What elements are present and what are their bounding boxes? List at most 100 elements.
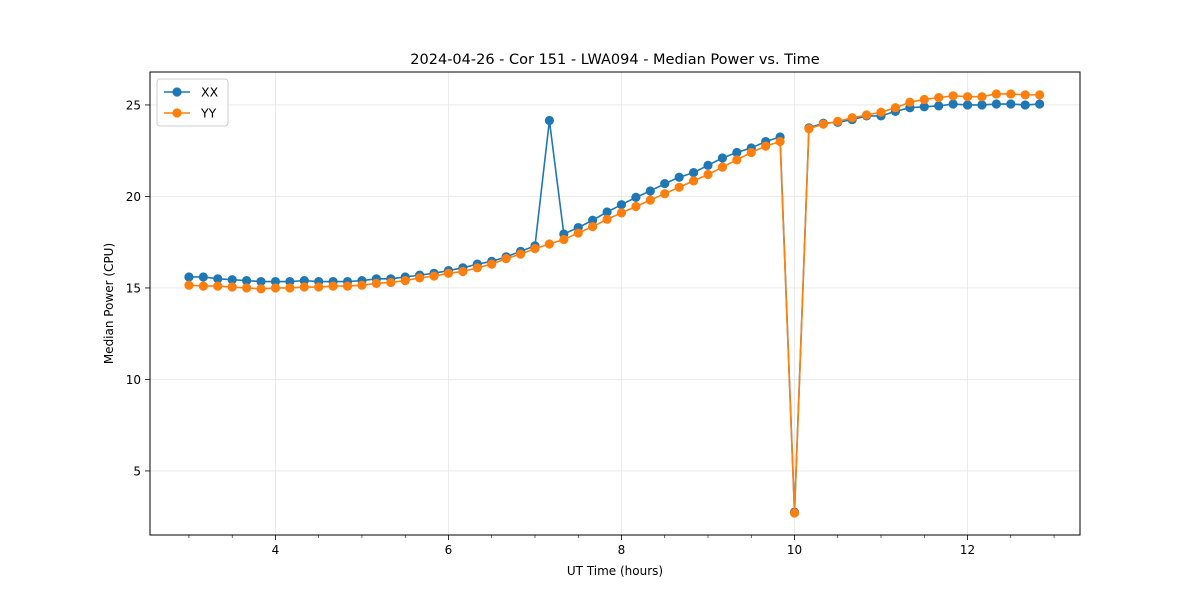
data-point-yy [602, 214, 612, 224]
legend-label: XX [201, 85, 219, 100]
data-point-yy [804, 124, 814, 134]
legend-marker [172, 87, 182, 97]
data-point-xx [732, 147, 742, 158]
data-point-xx [962, 100, 973, 110]
data-point-yy [515, 249, 526, 259]
data-point-xx [588, 215, 598, 225]
data-point-yy [285, 283, 295, 293]
data-point-yy [458, 266, 468, 277]
data-point-yy [919, 94, 929, 105]
data-point-yy [660, 189, 670, 199]
data-point-xx [1035, 99, 1045, 109]
data-point-yy [342, 281, 353, 291]
data-point-yy [559, 234, 569, 245]
series-layer [184, 89, 1045, 518]
axes-frame [149, 71, 1081, 536]
y-tick-label: 5 [133, 464, 141, 478]
y-tick-label: 10 [126, 373, 141, 387]
data-point-yy [962, 92, 973, 102]
data-point-yy [443, 268, 454, 278]
data-point-yy [775, 136, 785, 147]
data-point-xx [631, 192, 641, 202]
data-point-yy [948, 91, 958, 101]
data-point-xx [242, 276, 252, 286]
ticks: 4 6 8 10 12 5 10 15 20 25 [126, 98, 1055, 557]
data-point-xx [198, 272, 208, 282]
data-point-xx [1020, 100, 1030, 110]
data-point-yy [977, 92, 987, 102]
data-point-yy [631, 201, 641, 212]
data-point-xx [285, 276, 295, 287]
data-point-yy [1020, 90, 1030, 100]
data-point-yy [198, 281, 208, 291]
data-point-yy [688, 176, 699, 186]
data-point-yy [616, 208, 627, 218]
data-point-yy [386, 277, 396, 288]
data-point-yy [934, 93, 944, 103]
data-point-yy [991, 89, 1001, 99]
data-point-yy [573, 228, 583, 238]
data-point-yy [717, 162, 728, 172]
data-point-xx [616, 200, 627, 210]
data-point-xx [919, 102, 929, 112]
data-point-yy [588, 222, 598, 232]
y-tick-label: 25 [126, 98, 141, 112]
data-point-yy [501, 254, 511, 264]
data-point-xx [660, 179, 670, 189]
x-tick-label: 6 [445, 543, 453, 557]
data-point-yy [862, 110, 872, 120]
data-point-yy [256, 284, 266, 294]
y-tick-label: 15 [126, 281, 141, 295]
x-tick-label: 8 [618, 543, 626, 557]
series-yy [184, 89, 1045, 518]
data-point-xx [602, 207, 612, 217]
data-point-xx [991, 99, 1001, 109]
x-axis-label: UT Time (hours) [567, 564, 663, 578]
data-point-xx [645, 186, 655, 196]
data-point-yy [876, 107, 886, 117]
data-point-yy [415, 273, 425, 283]
data-point-yy [400, 276, 410, 286]
data-point-xx [934, 101, 944, 111]
data-point-yy [530, 244, 540, 254]
data-point-yy [544, 239, 555, 249]
data-point-yy [732, 155, 742, 165]
x-tick-label: 4 [272, 543, 280, 557]
data-point-xx [1006, 99, 1016, 109]
data-point-yy [299, 282, 309, 292]
data-point-yy [371, 278, 381, 288]
data-point-yy [213, 281, 223, 291]
legend: XX YY [156, 78, 229, 127]
data-point-xx [977, 100, 987, 110]
data-point-yy [1006, 89, 1016, 99]
data-point-yy [645, 195, 655, 205]
data-point-yy [227, 282, 237, 292]
data-point-xx [674, 172, 684, 182]
data-point-xx [688, 168, 699, 178]
x-tick-label: 10 [787, 543, 802, 557]
data-point-yy [703, 169, 713, 180]
data-point-xx [703, 160, 713, 170]
data-point-xx [256, 276, 266, 287]
legend-item-yy: YY [164, 106, 217, 121]
data-point-yy [818, 119, 828, 129]
data-point-xx [213, 274, 223, 284]
data-point-yy [833, 116, 843, 127]
data-point-xx [299, 276, 309, 286]
chart-title: 2024-04-26 - Cor 151 - LWA094 - Median P… [410, 52, 819, 68]
data-point-yy [270, 283, 281, 293]
y-tick-label: 20 [126, 190, 141, 204]
legend-item-xx: XX [164, 85, 219, 100]
data-point-yy [328, 281, 338, 291]
data-point-yy [357, 280, 367, 290]
data-point-yy [674, 182, 684, 192]
data-point-yy [429, 271, 439, 281]
legend-label: YY [200, 106, 217, 121]
data-point-xx [270, 276, 281, 287]
data-point-yy [905, 97, 915, 107]
data-point-xx [717, 153, 728, 163]
data-point-xx [184, 272, 194, 282]
data-point-xx [227, 275, 237, 285]
